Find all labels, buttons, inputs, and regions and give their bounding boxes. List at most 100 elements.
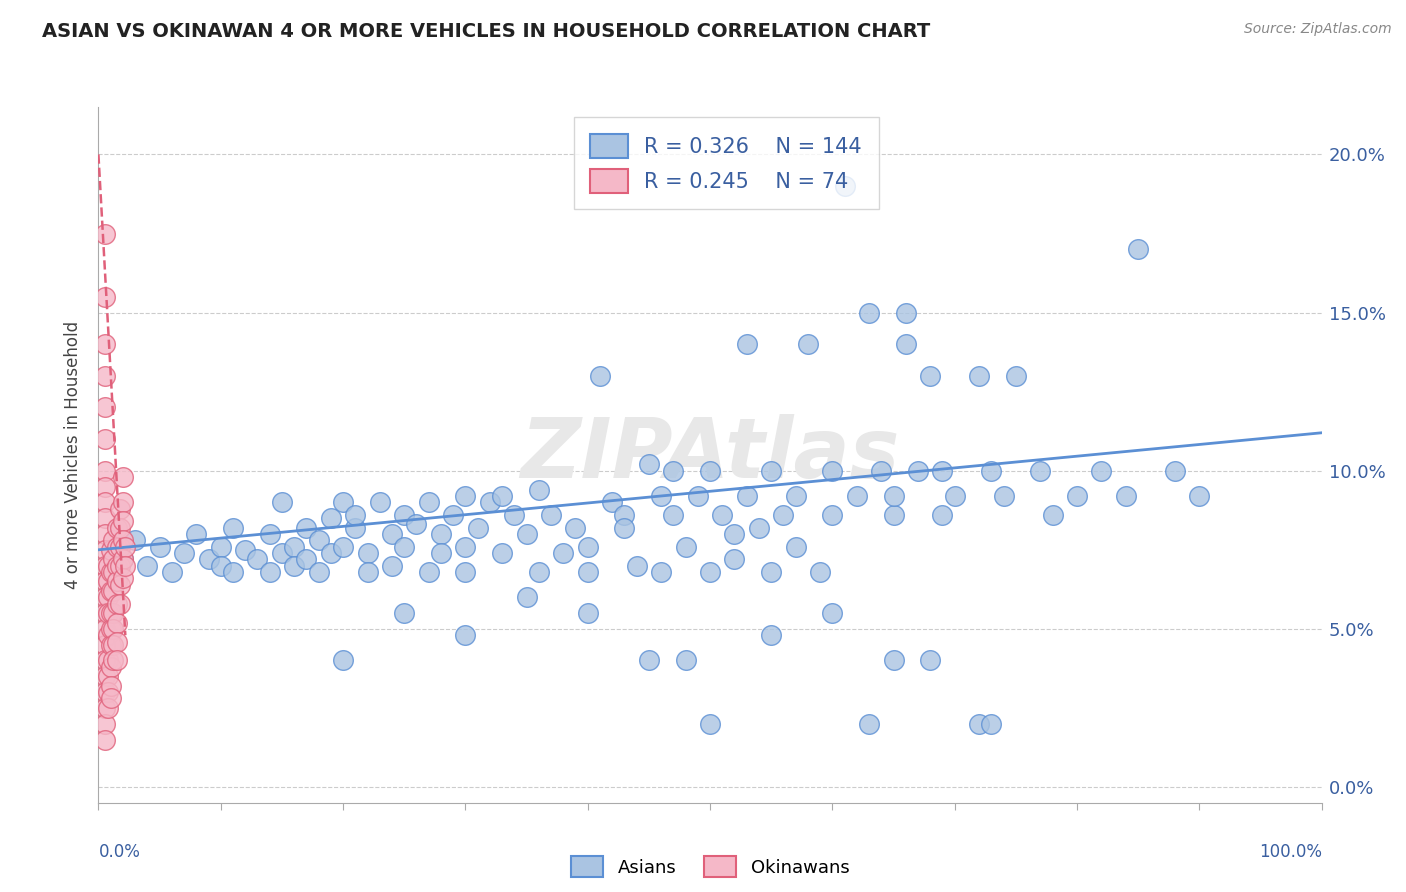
Point xyxy=(491,546,513,560)
Point xyxy=(418,495,440,509)
Point xyxy=(553,546,575,560)
Point xyxy=(454,540,477,554)
Point xyxy=(110,558,132,573)
Point xyxy=(97,606,120,620)
Point xyxy=(1029,464,1052,478)
Point xyxy=(735,489,758,503)
Point xyxy=(100,679,122,693)
Point xyxy=(967,368,990,383)
Point xyxy=(430,527,453,541)
Point xyxy=(100,542,122,557)
Point xyxy=(97,591,120,605)
Point xyxy=(93,479,115,493)
Point xyxy=(723,552,745,566)
Point xyxy=(761,464,783,478)
Point xyxy=(761,628,783,642)
Text: Source: ZipAtlas.com: Source: ZipAtlas.com xyxy=(1244,22,1392,37)
Point xyxy=(111,552,134,566)
Y-axis label: 4 or more Vehicles in Household: 4 or more Vehicles in Household xyxy=(65,321,83,589)
Point xyxy=(101,552,124,566)
Point xyxy=(392,540,416,554)
Point xyxy=(110,540,132,554)
Point xyxy=(101,653,124,667)
Point xyxy=(894,305,917,319)
Point xyxy=(589,368,612,383)
Point xyxy=(105,653,128,667)
Point xyxy=(93,653,115,667)
Point xyxy=(858,305,880,319)
Point xyxy=(650,489,672,503)
Point xyxy=(186,527,208,541)
Point xyxy=(943,489,966,503)
Point xyxy=(93,432,115,446)
Point xyxy=(105,540,128,554)
Point xyxy=(808,565,831,579)
Point xyxy=(97,628,120,642)
Point xyxy=(173,546,195,560)
Point xyxy=(246,552,269,566)
Point xyxy=(308,565,330,579)
Point xyxy=(392,508,416,522)
Point xyxy=(283,540,305,554)
Point xyxy=(870,464,893,478)
Point xyxy=(93,574,115,589)
Point xyxy=(748,521,770,535)
Point xyxy=(1042,508,1064,522)
Point xyxy=(93,527,115,541)
Point xyxy=(259,527,281,541)
Point xyxy=(576,606,599,620)
Point xyxy=(883,489,905,503)
Point xyxy=(209,558,232,573)
Point xyxy=(97,574,120,589)
Point xyxy=(711,508,734,522)
Point xyxy=(93,732,115,747)
Point xyxy=(515,591,537,605)
Point xyxy=(93,542,115,557)
Point xyxy=(259,565,281,579)
Point xyxy=(114,558,136,573)
Point xyxy=(662,464,685,478)
Point xyxy=(97,653,120,667)
Point xyxy=(980,716,1002,731)
Point xyxy=(93,227,115,241)
Point xyxy=(93,716,115,731)
Point xyxy=(699,464,721,478)
Text: 0.0%: 0.0% xyxy=(98,843,141,861)
Point xyxy=(105,634,128,648)
Point xyxy=(100,622,122,636)
Point xyxy=(100,691,122,706)
Point xyxy=(1066,489,1088,503)
Point xyxy=(1115,489,1137,503)
Point xyxy=(454,628,477,642)
Point xyxy=(110,577,132,591)
Point xyxy=(93,290,115,304)
Point xyxy=(761,565,783,579)
Point xyxy=(101,638,124,652)
Point xyxy=(332,495,354,509)
Point xyxy=(600,495,623,509)
Point xyxy=(967,716,990,731)
Point xyxy=(920,653,942,667)
Point xyxy=(772,508,794,522)
Point xyxy=(97,669,120,683)
Point xyxy=(233,542,256,557)
Point xyxy=(319,546,342,560)
Text: 100.0%: 100.0% xyxy=(1258,843,1322,861)
Point xyxy=(907,464,929,478)
Point xyxy=(332,653,354,667)
Point xyxy=(101,606,124,620)
Point xyxy=(93,638,115,652)
Point xyxy=(821,464,844,478)
Point xyxy=(105,558,128,573)
Point xyxy=(197,552,219,566)
Point xyxy=(93,368,115,383)
Point xyxy=(332,540,354,554)
Point xyxy=(418,565,440,579)
Point xyxy=(111,495,134,509)
Point xyxy=(101,565,124,579)
Point xyxy=(785,489,807,503)
Point xyxy=(93,701,115,715)
Point xyxy=(283,558,305,573)
Point xyxy=(93,685,115,699)
Point xyxy=(454,565,477,579)
